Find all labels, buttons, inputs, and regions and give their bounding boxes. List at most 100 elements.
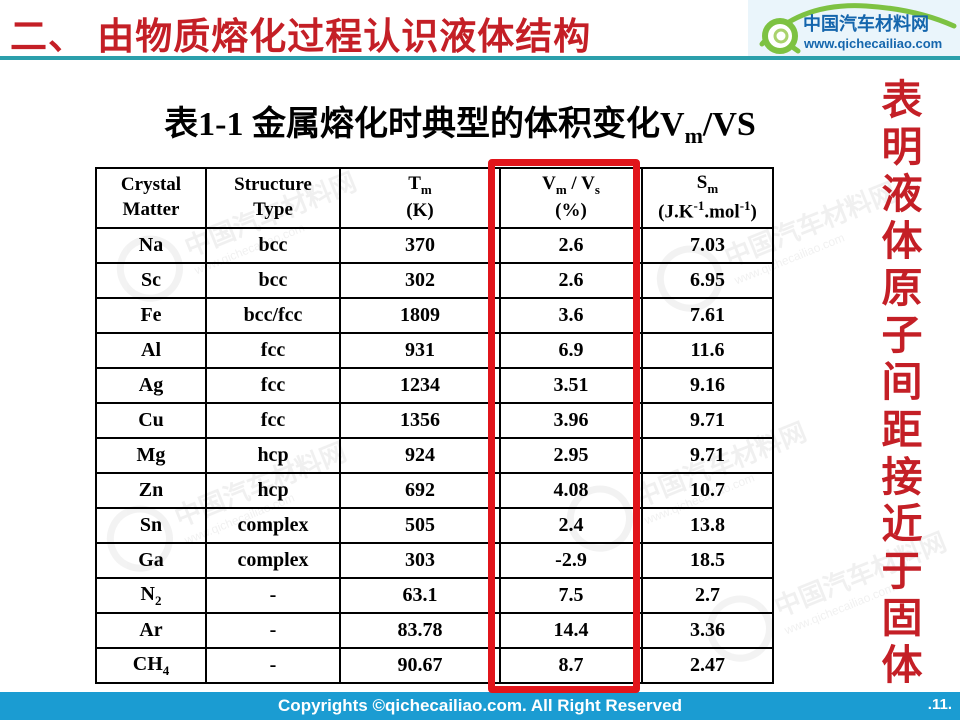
table-header-cell: Crystal Matter — [95, 167, 207, 229]
side-note-char: 固 — [881, 594, 923, 641]
table-cell: 7.61 — [641, 297, 774, 334]
side-note-char: 近 — [881, 500, 923, 547]
table-row: Fe bcc/fcc 1809 3.6 7.61 — [95, 297, 774, 334]
table-cell: 11.6 — [641, 332, 774, 369]
table-cell: 302 — [339, 262, 501, 299]
table-cell: 1809 — [339, 297, 501, 334]
table-row: Ar -83.78 14.4 3.36 — [95, 612, 774, 649]
side-note-char: 子 — [881, 312, 923, 359]
side-note-char: 体 — [881, 218, 923, 265]
table-cell: CH4 — [95, 647, 207, 684]
table-cell: - — [205, 612, 341, 649]
table-cell: 3.96 — [499, 402, 643, 439]
side-note-vertical-text: 表明液体原子间距接近于固体 — [872, 80, 932, 686]
table-row: Ga complex 303 -2.9 18.5 — [95, 542, 774, 579]
table-cell: 83.78 — [339, 612, 501, 649]
table-cell: - — [205, 577, 341, 614]
table-cell: 2.6 — [499, 227, 643, 264]
table-header-cell: Structure Type — [205, 167, 341, 229]
slide-title: 二、 由物质熔化过程认识液体结构 — [10, 16, 592, 57]
table-cell: Mg — [95, 437, 207, 474]
table-cell: 924 — [339, 437, 501, 474]
table-row: Mg hcp 924 2.95 9.71 — [95, 437, 774, 474]
side-note-char: 间 — [881, 359, 923, 406]
table-cell: 3.6 — [499, 297, 643, 334]
table-cell: 9.16 — [641, 367, 774, 404]
page-number: .11. — [927, 696, 952, 713]
table-cell: 9.71 — [641, 402, 774, 439]
table-cell: 1356 — [339, 402, 501, 439]
table-cell: 2.95 — [499, 437, 643, 474]
table-cell: Ag — [95, 367, 207, 404]
table-cell: complex — [205, 507, 341, 544]
table-cell: 8.7 — [499, 647, 643, 684]
table-cell: Sc — [95, 262, 207, 299]
table-cell: hcp — [205, 472, 341, 509]
table-cell: 1234 — [339, 367, 501, 404]
table-caption: 表1-1 金属熔化时典型的体积变化Vm/VS — [164, 106, 756, 148]
volume-change-table: Crystal Matter Structure Type Tm (K) Vm / Vs (%… — [95, 167, 774, 684]
side-note-char: 接 — [881, 453, 923, 500]
table-cell: complex — [205, 542, 341, 579]
side-note-char: 原 — [881, 265, 923, 312]
table-cell: 2.7 — [641, 577, 774, 614]
table-cell: bcc/fcc — [205, 297, 341, 334]
table-cell: 18.5 — [641, 542, 774, 579]
table-cell: 9.71 — [641, 437, 774, 474]
table-cell: 13.8 — [641, 507, 774, 544]
table-cell: 63.1 — [339, 577, 501, 614]
table-cell: 6.9 — [499, 332, 643, 369]
table-cell: 2.4 — [499, 507, 643, 544]
table-cell: Ga — [95, 542, 207, 579]
copyright-text: Copyrights ©qichecailiao.com. All Right … — [278, 696, 682, 715]
table-cell: hcp — [205, 437, 341, 474]
side-note-char: 表 — [881, 77, 923, 123]
table-cell: 90.67 — [339, 647, 501, 684]
table-row: Zn hcp 692 4.08 10.7 — [95, 472, 774, 509]
table-cell: 505 — [339, 507, 501, 544]
table-row: Al fcc 931 6.9 11.6 — [95, 332, 774, 369]
table-cell: Fe — [95, 297, 207, 334]
header-divider-rule — [0, 56, 960, 60]
table-cell: 692 — [339, 472, 501, 509]
table-row: Sn complex 505 2.4 13.8 — [95, 507, 774, 544]
side-note-char: 液 — [881, 171, 923, 218]
table-cell: 10.7 — [641, 472, 774, 509]
table-row: N2-63.1 7.5 2.7 — [95, 577, 774, 614]
table-cell: fcc — [205, 402, 341, 439]
table-row: CH4-90.67 8.7 2.47 — [95, 647, 774, 684]
table-body: Na bcc 370 2.6 7.03 Sc bcc 302 2.6 6.95 Fe bcc/fcc 1… — [95, 227, 774, 684]
table-cell: 303 — [339, 542, 501, 579]
table-cell: 7.03 — [641, 227, 774, 264]
site-logo: 中国汽车材料网 www.qichecailiao.com — [748, 0, 960, 56]
table-header-cell: Tm (K) — [339, 167, 501, 229]
table-cell: 7.5 — [499, 577, 643, 614]
table-cell: Na — [95, 227, 207, 264]
table-header-row: Crystal Matter Structure Type Tm (K) Vm / Vs (%… — [95, 167, 774, 229]
logo-name-text: 中国汽车材料网 — [803, 13, 929, 34]
table-cell: 3.51 — [499, 367, 643, 404]
table-header-cell: Vm / Vs (%) — [499, 167, 643, 229]
footer-bar: Copyrights ©qichecailiao.com. All Right … — [0, 692, 960, 720]
table-cell: N2 — [95, 577, 207, 614]
table-cell: -2.9 — [499, 542, 643, 579]
table-row: Ag fcc 1234 3.51 9.16 — [95, 367, 774, 404]
side-note-char: 体 — [881, 641, 923, 688]
side-note-char: 明 — [881, 124, 923, 171]
table-cell: bcc — [205, 227, 341, 264]
table-cell: 2.6 — [499, 262, 643, 299]
table-cell: 2.47 — [641, 647, 774, 684]
table-cell: 14.4 — [499, 612, 643, 649]
table-cell: fcc — [205, 367, 341, 404]
table-cell: - — [205, 647, 341, 684]
table-cell: 3.36 — [641, 612, 774, 649]
car-swoosh-logo-icon: 中国汽车材料网 www.qichecailiao.com — [759, 3, 957, 54]
table-cell: Cu — [95, 402, 207, 439]
table-cell: Ar — [95, 612, 207, 649]
side-note-char: 距 — [881, 406, 923, 453]
table-cell: 370 — [339, 227, 501, 264]
table-row: Na bcc 370 2.6 7.03 — [95, 227, 774, 264]
logo-url-text: www.qichecailiao.com — [803, 36, 942, 51]
table-cell: 4.08 — [499, 472, 643, 509]
table-cell: Sn — [95, 507, 207, 544]
